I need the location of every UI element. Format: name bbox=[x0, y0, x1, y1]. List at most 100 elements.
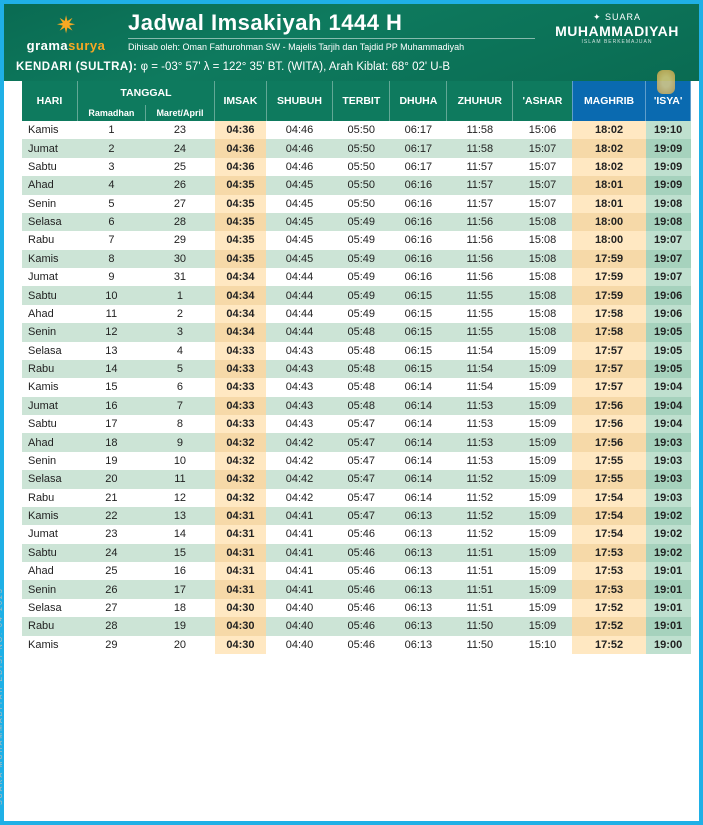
logo-suara-muhammadiyah: ✦ SUARA MUHAMMADIYAH ISLAM BERKEMAJUAN bbox=[547, 10, 687, 45]
cell-dhuha: 06:14 bbox=[390, 489, 447, 507]
cell-isya: 19:03 bbox=[646, 489, 691, 507]
cell-terbit: 05:47 bbox=[333, 433, 390, 451]
cell-isya: 19:00 bbox=[646, 636, 691, 654]
cell-dhuha: 06:17 bbox=[390, 121, 447, 139]
table-row: Rabu72904:3504:4505:4906:1611:5615:0818:… bbox=[22, 231, 691, 249]
cell-r: 19 bbox=[77, 452, 145, 470]
cell-ashar: 15:09 bbox=[513, 599, 573, 617]
cell-hari: Senin bbox=[22, 323, 77, 341]
cell-hari: Senin bbox=[22, 580, 77, 598]
cell-imsak: 04:36 bbox=[215, 121, 267, 139]
cell-isya: 19:01 bbox=[646, 599, 691, 617]
cell-ashar: 15:09 bbox=[513, 342, 573, 360]
cell-zhuhur: 11:51 bbox=[447, 599, 513, 617]
cell-zhuhur: 11:51 bbox=[447, 544, 513, 562]
cell-r: 15 bbox=[77, 378, 145, 396]
table-row: Rabu14504:3304:4305:4806:1511:5415:0917:… bbox=[22, 360, 691, 378]
cell-dhuha: 06:14 bbox=[390, 452, 447, 470]
cell-dhuha: 06:16 bbox=[390, 213, 447, 231]
cell-r: 10 bbox=[77, 286, 145, 304]
cell-ashar: 15:09 bbox=[513, 452, 573, 470]
cell-zhuhur: 11:54 bbox=[447, 360, 513, 378]
cell-imsak: 04:31 bbox=[215, 580, 267, 598]
cell-hari: Selasa bbox=[22, 470, 77, 488]
cell-hari: Ahad bbox=[22, 433, 77, 451]
cell-imsak: 04:31 bbox=[215, 544, 267, 562]
cell-ashar: 15:09 bbox=[513, 378, 573, 396]
cell-ashar: 15:10 bbox=[513, 636, 573, 654]
cell-isya: 19:07 bbox=[646, 250, 691, 268]
cell-dhuha: 06:16 bbox=[390, 268, 447, 286]
cell-m: 1 bbox=[145, 286, 214, 304]
cell-r: 6 bbox=[77, 213, 145, 231]
cell-zhuhur: 11:57 bbox=[447, 158, 513, 176]
cell-ashar: 15:06 bbox=[513, 121, 573, 139]
cell-dhuha: 06:14 bbox=[390, 415, 447, 433]
cell-dhuha: 06:15 bbox=[390, 342, 447, 360]
table-row: Jumat231404:3104:4105:4606:1311:5215:091… bbox=[22, 525, 691, 543]
table-row: Jumat16704:3304:4305:4806:1411:5315:0917… bbox=[22, 397, 691, 415]
cell-shubuh: 04:44 bbox=[266, 305, 332, 323]
cell-r: 4 bbox=[77, 176, 145, 194]
cell-isya: 19:05 bbox=[646, 323, 691, 341]
cell-m: 11 bbox=[145, 470, 214, 488]
cell-ashar: 15:09 bbox=[513, 507, 573, 525]
cell-terbit: 05:46 bbox=[333, 544, 390, 562]
cell-zhuhur: 11:52 bbox=[447, 470, 513, 488]
cell-m: 9 bbox=[145, 433, 214, 451]
cell-maghrib: 17:55 bbox=[572, 470, 645, 488]
cell-zhuhur: 11:55 bbox=[447, 286, 513, 304]
cell-terbit: 05:50 bbox=[333, 139, 390, 157]
col-imsak: IMSAK bbox=[215, 81, 267, 121]
cell-imsak: 04:34 bbox=[215, 305, 267, 323]
cell-shubuh: 04:45 bbox=[266, 213, 332, 231]
cell-maghrib: 17:54 bbox=[572, 507, 645, 525]
table-row: Sabtu17804:3304:4305:4706:1411:5315:0917… bbox=[22, 415, 691, 433]
logo-gramasurya: ✷ gramasurya bbox=[16, 10, 116, 53]
cell-shubuh: 04:42 bbox=[266, 433, 332, 451]
table-row: Selasa271804:3004:4005:4606:1311:5115:09… bbox=[22, 599, 691, 617]
cell-r: 26 bbox=[77, 580, 145, 598]
cell-isya: 19:01 bbox=[646, 617, 691, 635]
cell-zhuhur: 11:57 bbox=[447, 195, 513, 213]
cell-shubuh: 04:44 bbox=[266, 268, 332, 286]
table-row: Rabu211204:3204:4205:4706:1411:5215:0917… bbox=[22, 489, 691, 507]
cell-dhuha: 06:13 bbox=[390, 599, 447, 617]
cell-m: 16 bbox=[145, 562, 214, 580]
location-label: KENDARI (SULTRA): bbox=[16, 61, 137, 73]
cell-m: 19 bbox=[145, 617, 214, 635]
cell-maghrib: 18:00 bbox=[572, 213, 645, 231]
cell-terbit: 05:48 bbox=[333, 397, 390, 415]
cell-m: 2 bbox=[145, 305, 214, 323]
cell-isya: 19:04 bbox=[646, 378, 691, 396]
cell-hari: Selasa bbox=[22, 599, 77, 617]
cell-m: 28 bbox=[145, 213, 214, 231]
imsakiyah-table: HARI TANGGAL IMSAK SHUBUH TERBIT DHUHA Z… bbox=[22, 81, 691, 654]
cell-terbit: 05:49 bbox=[333, 213, 390, 231]
cell-zhuhur: 11:56 bbox=[447, 268, 513, 286]
cell-ashar: 15:09 bbox=[513, 544, 573, 562]
cell-m: 26 bbox=[145, 176, 214, 194]
cell-isya: 19:03 bbox=[646, 433, 691, 451]
cell-isya: 19:09 bbox=[646, 176, 691, 194]
cell-m: 7 bbox=[145, 397, 214, 415]
cell-terbit: 05:47 bbox=[333, 452, 390, 470]
cell-hari: Ahad bbox=[22, 305, 77, 323]
cell-zhuhur: 11:51 bbox=[447, 562, 513, 580]
cell-hari: Selasa bbox=[22, 213, 77, 231]
cell-ashar: 15:09 bbox=[513, 470, 573, 488]
table-body: Kamis12304:3604:4605:5006:1711:5815:0618… bbox=[22, 121, 691, 654]
cell-imsak: 04:32 bbox=[215, 489, 267, 507]
cell-maghrib: 18:02 bbox=[572, 121, 645, 139]
cell-ashar: 15:09 bbox=[513, 580, 573, 598]
cell-m: 23 bbox=[145, 121, 214, 139]
cell-zhuhur: 11:56 bbox=[447, 213, 513, 231]
cell-hari: Senin bbox=[22, 195, 77, 213]
cell-ashar: 15:09 bbox=[513, 489, 573, 507]
cell-isya: 19:03 bbox=[646, 452, 691, 470]
cell-maghrib: 17:59 bbox=[572, 268, 645, 286]
cell-isya: 19:08 bbox=[646, 213, 691, 231]
cell-r: 2 bbox=[77, 139, 145, 157]
cell-terbit: 05:48 bbox=[333, 378, 390, 396]
cell-shubuh: 04:40 bbox=[266, 617, 332, 635]
